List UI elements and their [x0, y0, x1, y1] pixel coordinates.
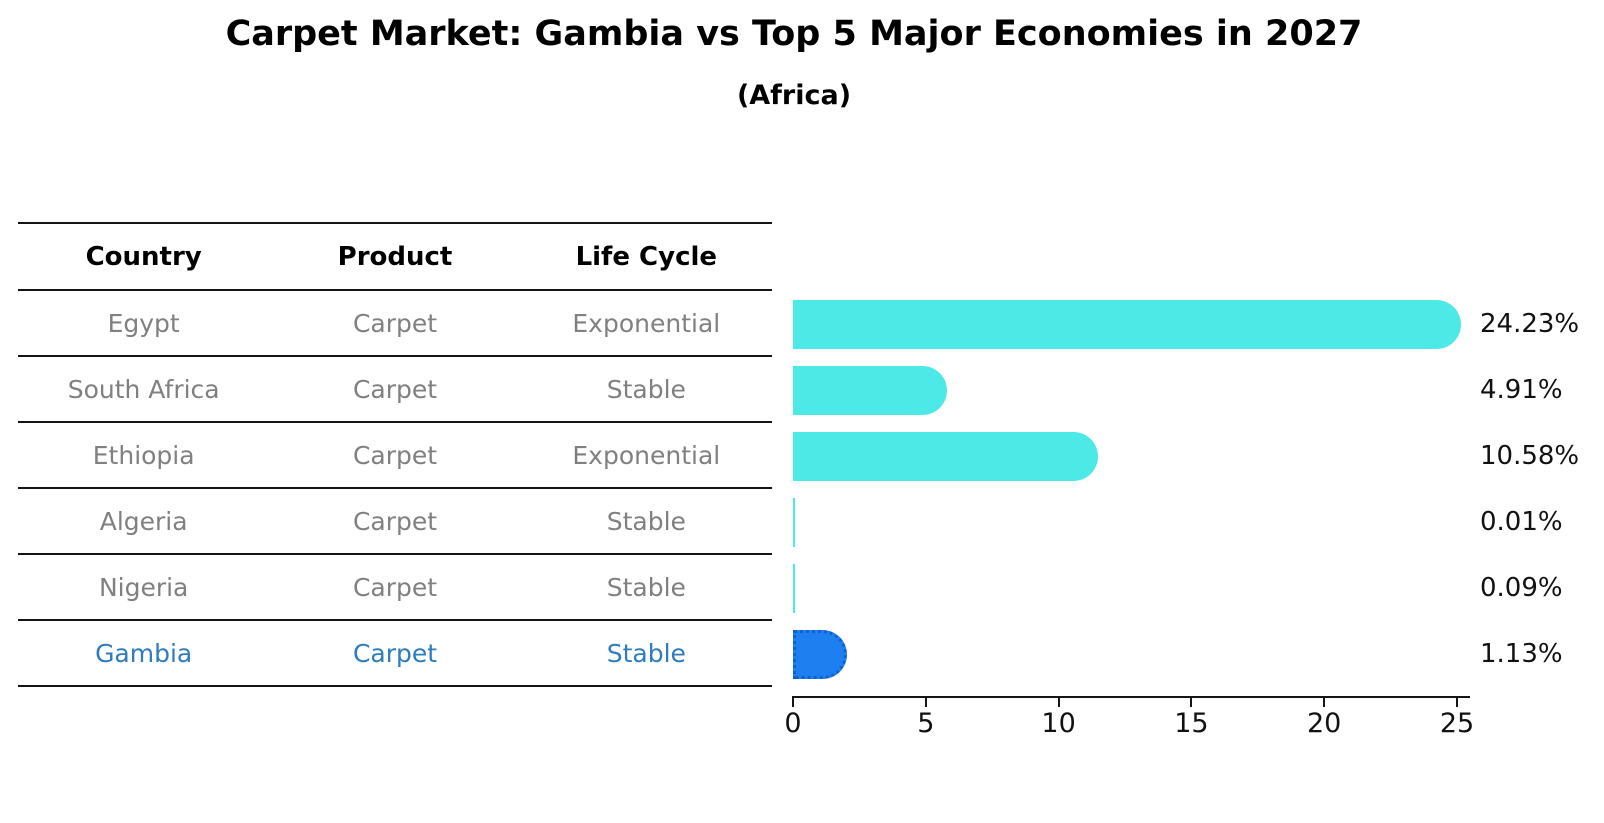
x-axis-tick-label: 5 [917, 708, 935, 739]
column-header: Product [337, 241, 453, 272]
table-cell: Carpet [352, 308, 438, 338]
table-cell: Stable [606, 374, 686, 404]
table-header-row: Country Product Life Cycle [18, 224, 772, 291]
table-cell: Stable [606, 506, 686, 536]
bar-value-label: 0.01% [1480, 507, 1563, 537]
table-cell: Carpet [352, 374, 438, 404]
table-body: Egypt Carpet Exponential South Africa Carpet… [18, 291, 772, 687]
table-row: Algeria Carpet Stable [18, 489, 772, 555]
table-cell: Algeria [99, 506, 188, 536]
bar-value-label: 1.13% [1480, 639, 1563, 669]
x-axis-tick [1190, 698, 1193, 707]
x-axis-tick-label: 0 [784, 708, 802, 739]
table-cell: Carpet [352, 440, 438, 470]
bar-egypt [793, 299, 1461, 349]
chart-subtitle: (Africa) [736, 80, 852, 111]
table-cell: Carpet [352, 638, 438, 668]
x-axis-tick-label: 10 [1041, 708, 1076, 739]
bar-south-africa [793, 365, 947, 415]
x-axis-tick-label: 20 [1307, 708, 1342, 739]
x-axis-tick [1323, 698, 1326, 707]
bar-gambia [793, 629, 847, 679]
table-cell: Egypt [107, 308, 180, 338]
bar-algeria [793, 497, 795, 547]
chart-title: Carpet Market: Gambia vs Top 5 Major Eco… [225, 14, 1363, 54]
bar-value-label: 10.58% [1480, 441, 1580, 471]
table-row: Gambia Carpet Stable [18, 621, 772, 687]
table-cell: Gambia [95, 638, 193, 668]
x-axis-tick [792, 698, 794, 707]
x-axis-tick [1456, 698, 1458, 707]
x-axis-tick-label: 15 [1174, 708, 1209, 739]
x-axis-tick [924, 698, 927, 707]
table-cell: Carpet [352, 572, 438, 602]
bar-value-label: 4.91% [1480, 375, 1563, 405]
table-cell: Stable [606, 572, 686, 602]
country-table: Country Product Life Cycle Egypt Carpet Expo… [18, 222, 772, 687]
bar-value-label: 0.09% [1480, 573, 1563, 603]
table-cell: Exponential [572, 440, 721, 470]
bar-value-label: 24.23% [1480, 309, 1580, 339]
table-cell: Stable [606, 638, 686, 668]
bar-ethiopia [793, 431, 1098, 481]
table-row: South Africa Carpet Stable [18, 357, 772, 423]
table-row: Nigeria Carpet Stable [18, 555, 772, 621]
column-header: Life Cycle [575, 241, 718, 272]
table-row: Ethiopia Carpet Exponential [18, 423, 772, 489]
table-cell: Carpet [352, 506, 438, 536]
bar-nigeria [793, 563, 795, 613]
table-cell: Exponential [572, 308, 721, 338]
column-header: Country [85, 241, 202, 272]
x-axis-line [792, 696, 1470, 698]
x-axis-tick [1057, 698, 1060, 707]
table-cell: South Africa [67, 374, 220, 404]
table-row: Egypt Carpet Exponential [18, 291, 772, 357]
table-cell: Nigeria [98, 572, 189, 602]
x-axis-tick-label: 25 [1439, 708, 1475, 739]
table-cell: Ethiopia [92, 440, 195, 470]
